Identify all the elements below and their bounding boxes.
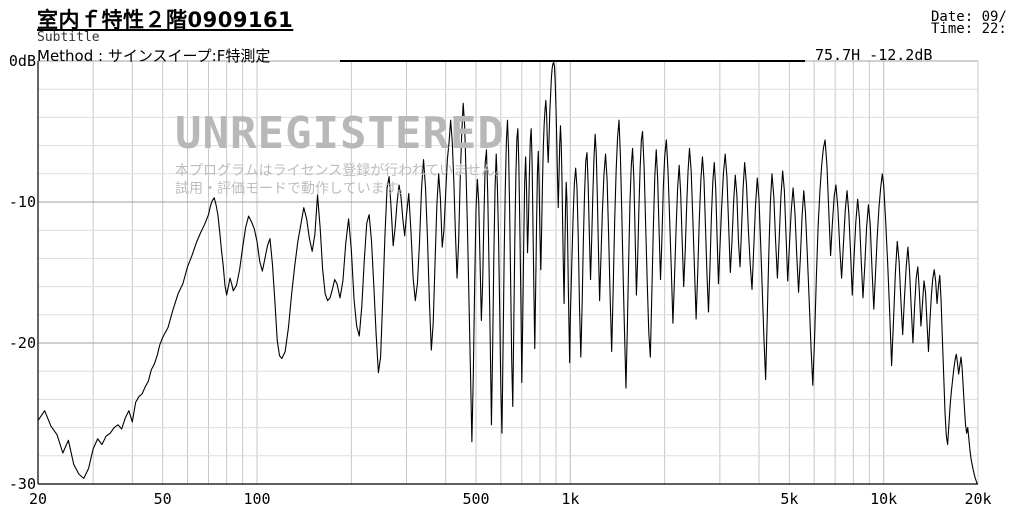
x-tick-label: 50 (154, 490, 172, 508)
x-tick-label: 5k (780, 490, 798, 508)
x-tick-label: 20 (29, 490, 47, 508)
chart-subtitle: Subtitle (37, 30, 100, 45)
method-label: Method : サインスイープ:F特測定 (37, 47, 271, 65)
marker-readout: 75.7H -12.2dB (815, 46, 933, 64)
series-layer (37, 61, 978, 485)
y-axis: 0dB -10 -20 -30 (9, 52, 36, 493)
chart-title: 室内ｆ特性２階0909161 (37, 8, 294, 32)
response-curve (37, 61, 978, 485)
x-tick-label: 500 (462, 490, 489, 508)
watermark-line-1: 本プログラムはライセンス登録が行われていません。 (175, 163, 509, 179)
x-tick-label: 10k (870, 490, 897, 508)
y-tick-label: 0dB (9, 52, 36, 70)
plot-frame (37, 60, 978, 485)
y-tick-label: -20 (9, 334, 36, 352)
y-tick-label: -30 (9, 475, 36, 493)
x-tick-label: 20k (964, 490, 991, 508)
x-tick-label: 100 (243, 490, 270, 508)
unregistered-watermark: UNREGISTERED (175, 108, 505, 159)
grid (37, 60, 979, 485)
time-label: Time: 22: (931, 21, 1007, 37)
watermark-line-2: 試用・評価モードで動作しています。 (175, 181, 412, 197)
x-axis: 20 50 100 500 1k 5k 10k 20k (29, 490, 992, 508)
y-tick-label: -10 (9, 193, 36, 211)
x-tick-label: 1k (561, 490, 579, 508)
date-label: Date: 09/ (931, 9, 1007, 25)
